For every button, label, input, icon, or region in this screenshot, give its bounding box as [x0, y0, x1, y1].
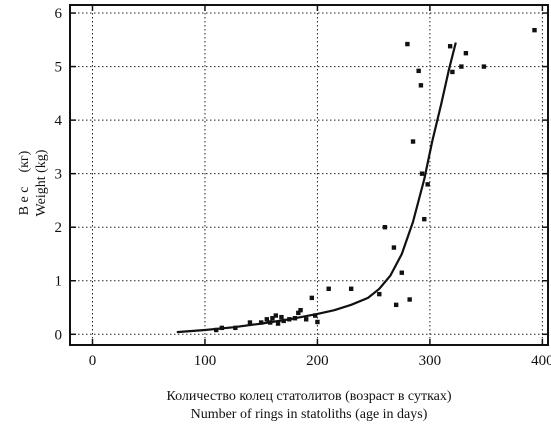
data-point — [315, 319, 320, 325]
data-point — [416, 68, 421, 74]
x-axis-label-russian: Количество колец статолитов (возраст в с… — [166, 389, 451, 404]
x-tick-label: 200 — [306, 353, 329, 369]
data-point — [463, 50, 469, 56]
data-point — [447, 44, 453, 49]
ticks: 0 100 200 300 400 0 1 2 3 4 5 6 — [55, 5, 551, 369]
data-point — [399, 270, 404, 275]
y-axis-label: В е с (кг) Weight (kg) — [17, 149, 49, 216]
y-tick-label: 0 — [55, 327, 63, 343]
data-point — [410, 139, 416, 144]
y-tick-label: 4 — [55, 113, 63, 129]
grid — [70, 5, 548, 345]
data-point — [532, 27, 537, 33]
data-point — [459, 64, 464, 69]
data-point — [312, 313, 318, 318]
data-point — [391, 245, 397, 250]
data-point — [264, 317, 270, 322]
data-point — [425, 182, 430, 187]
fit-curve-layer — [176, 42, 457, 334]
x-tick-label: 0 — [89, 353, 97, 369]
data-point — [303, 317, 309, 322]
x-tick-label: 100 — [194, 353, 217, 369]
data-point — [418, 83, 424, 88]
data-point — [326, 286, 331, 291]
data-point — [382, 225, 388, 230]
x-tick-label: 400 — [531, 353, 551, 369]
data-point — [309, 295, 315, 301]
data-point — [405, 41, 410, 47]
data-point — [407, 297, 412, 302]
data-point — [298, 307, 303, 313]
data-point — [279, 314, 284, 320]
y-tick-label: 2 — [55, 220, 63, 236]
data-point — [393, 302, 399, 308]
data-point — [270, 316, 275, 321]
data-point — [422, 216, 427, 222]
data-point — [377, 291, 382, 297]
data-point — [419, 171, 425, 176]
data-point — [273, 313, 279, 318]
y-tick-label: 1 — [55, 274, 63, 290]
y-axis-label-russian: В е с (кг) — [17, 150, 32, 215]
data-point — [296, 310, 301, 316]
plot-frame — [69, 4, 549, 346]
y-axis-label-english: Weight (kg) — [34, 149, 49, 216]
data-point — [450, 69, 455, 75]
y-tick-label: 6 — [55, 6, 63, 22]
data-point — [247, 320, 253, 325]
data-point — [348, 286, 354, 291]
data-point — [481, 64, 487, 69]
x-tick-label: 300 — [419, 353, 442, 369]
data-point — [275, 321, 281, 326]
y-tick-label: 3 — [55, 167, 63, 183]
data-points — [214, 27, 537, 333]
fit-curve — [176, 42, 457, 334]
x-axis-label-english: Number of rings in statoliths (age in da… — [191, 407, 428, 422]
y-tick-label: 5 — [55, 60, 63, 76]
